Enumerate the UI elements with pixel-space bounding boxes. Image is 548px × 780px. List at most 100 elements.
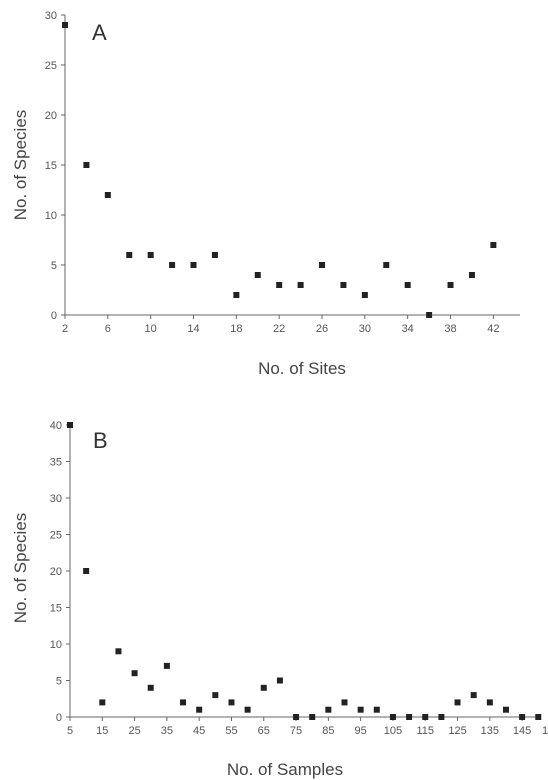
y-tick-label: 5	[51, 260, 57, 272]
data-point	[260, 684, 267, 691]
y-tick-label: 30	[45, 10, 57, 22]
y-tick-label: 20	[45, 110, 57, 122]
x-tick-label: 34	[402, 323, 414, 335]
x-tick-label: 42	[487, 323, 499, 335]
data-point	[486, 699, 493, 706]
x-tick-label: 30	[359, 323, 371, 335]
data-point	[233, 292, 240, 298]
x-axis-label-a: No. of Sites	[258, 359, 346, 378]
data-point	[383, 262, 390, 268]
x-tick-label: 38	[444, 323, 456, 335]
data-point	[309, 714, 316, 720]
data-point	[67, 422, 73, 428]
y-tick-label: 15	[45, 160, 57, 172]
y-tick-label: 30	[50, 493, 62, 505]
data-point	[340, 282, 347, 288]
data-point	[99, 699, 106, 706]
x-tick-label: 5	[67, 725, 73, 737]
x-tick-label: 25	[128, 725, 140, 737]
y-tick-label: 0	[51, 310, 57, 322]
data-point	[422, 714, 429, 720]
x-tick-label: 55	[225, 725, 237, 737]
data-point	[115, 648, 122, 655]
x-tick-label: 150+	[542, 725, 548, 737]
data-point	[126, 252, 133, 258]
data-point	[341, 699, 348, 706]
data-point	[373, 706, 380, 713]
data-point	[502, 706, 509, 713]
x-tick-label: 26	[316, 323, 328, 335]
data-point	[454, 699, 461, 706]
data-point	[490, 242, 497, 248]
data-point	[357, 706, 364, 713]
data-point	[276, 677, 283, 684]
data-point	[293, 714, 300, 720]
x-tick-label: 18	[230, 323, 242, 335]
y-tick-label: 40	[50, 420, 62, 432]
x-tick-label: 10	[145, 323, 157, 335]
x-tick-label: 14	[187, 323, 199, 335]
data-point	[426, 312, 433, 318]
data-point	[325, 706, 332, 713]
x-tick-label: 6	[105, 323, 111, 335]
data-point	[83, 162, 90, 168]
x-tick-label: 115	[416, 725, 434, 737]
data-point	[169, 262, 176, 268]
panel-label-b: B	[93, 428, 108, 453]
x-axis-label-b: No. of Samples	[227, 760, 343, 779]
data-point	[180, 699, 187, 706]
y-tick-label: 10	[45, 210, 57, 222]
data-point	[470, 692, 477, 699]
data-point	[535, 714, 542, 720]
x-tick-label: 105	[384, 725, 402, 737]
data-point	[244, 706, 251, 713]
y-axis-label-b: No. of Species	[11, 513, 30, 624]
data-point	[131, 670, 138, 677]
data-point	[62, 22, 68, 28]
y-tick-label: 25	[50, 530, 62, 542]
data-point	[83, 568, 90, 574]
y-tick-label: 25	[45, 60, 57, 72]
data-point	[361, 292, 368, 298]
data-point	[276, 282, 283, 288]
data-point	[163, 662, 170, 669]
y-tick-label: 10	[50, 639, 62, 651]
x-tick-label: 75	[290, 725, 302, 737]
x-tick-label: 65	[258, 725, 270, 737]
data-point	[196, 706, 203, 713]
x-tick-label: 85	[322, 725, 334, 737]
data-point	[104, 192, 111, 198]
x-tick-label: 2	[62, 323, 68, 335]
data-point	[297, 282, 304, 288]
y-tick-label: 5	[56, 676, 62, 688]
y-axis-label-a: No. of Species	[11, 110, 30, 221]
data-point	[438, 714, 445, 720]
x-tick-label: 22	[273, 323, 285, 335]
data-point	[468, 272, 475, 278]
data-point	[389, 714, 396, 720]
data-point	[147, 684, 154, 691]
data-point	[190, 262, 197, 268]
data-point	[319, 262, 326, 268]
chart-panel-a: A No. of Species No. of Sites 0 5 10 15 20 25…	[11, 10, 520, 378]
x-tick-label: 145	[513, 725, 531, 737]
y-tick-label: 15	[50, 603, 62, 615]
data-point	[211, 252, 218, 258]
data-point	[147, 252, 154, 258]
x-tick-label: 15	[96, 725, 108, 737]
data-point	[404, 282, 411, 288]
data-point	[447, 282, 454, 288]
x-tick-label: 125	[448, 725, 466, 737]
y-tick-label: 0	[56, 712, 62, 724]
panel-label-a: A	[92, 20, 107, 45]
data-point	[228, 699, 235, 706]
y-tick-label: 20	[50, 566, 62, 578]
y-tick-label: 35	[50, 457, 62, 469]
data-point	[254, 272, 261, 278]
data-point	[212, 692, 219, 699]
data-point	[519, 714, 526, 720]
data-point	[406, 714, 413, 720]
x-tick-label: 95	[355, 725, 367, 737]
chart-panel-b: B No. of Species No. of Samples 05101520…	[11, 420, 548, 779]
x-tick-label: 135	[481, 725, 499, 737]
